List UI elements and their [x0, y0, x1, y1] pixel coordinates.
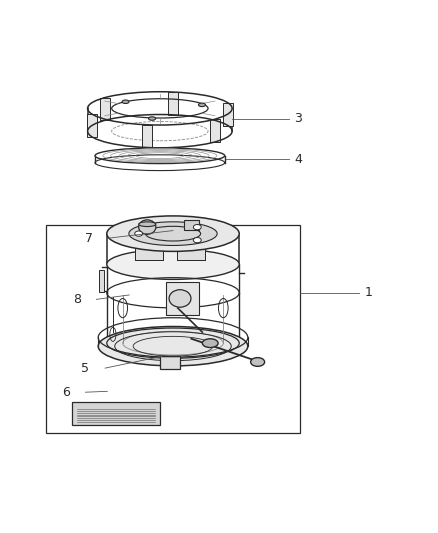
Ellipse shape	[129, 222, 217, 246]
Bar	[95, 156, 225, 163]
Bar	[87, 114, 96, 136]
Ellipse shape	[169, 290, 191, 307]
Text: 8: 8	[74, 293, 81, 306]
Bar	[168, 92, 178, 115]
Bar	[184, 220, 199, 230]
Text: 5: 5	[81, 361, 89, 375]
Bar	[160, 356, 180, 368]
Ellipse shape	[139, 220, 156, 235]
Bar	[135, 237, 163, 260]
Bar	[88, 108, 232, 131]
Bar	[177, 237, 205, 260]
Bar	[135, 236, 163, 260]
Bar	[223, 103, 233, 126]
Ellipse shape	[148, 117, 155, 120]
Text: 3: 3	[294, 112, 302, 125]
Ellipse shape	[88, 115, 232, 148]
Ellipse shape	[107, 216, 239, 252]
Ellipse shape	[98, 327, 248, 366]
Text: 1: 1	[364, 286, 372, 300]
Bar	[100, 98, 110, 120]
Ellipse shape	[88, 92, 232, 125]
Bar	[177, 236, 205, 260]
Text: 6: 6	[62, 386, 70, 399]
Text: 7: 7	[85, 231, 93, 245]
Ellipse shape	[251, 358, 265, 366]
Bar	[46, 225, 300, 433]
Bar	[166, 282, 199, 314]
Ellipse shape	[139, 222, 156, 227]
Ellipse shape	[202, 339, 218, 348]
Ellipse shape	[95, 148, 225, 164]
Bar	[210, 119, 219, 142]
Bar	[142, 125, 152, 148]
Ellipse shape	[135, 231, 143, 236]
Ellipse shape	[193, 224, 201, 230]
Ellipse shape	[122, 100, 129, 103]
Ellipse shape	[193, 238, 201, 243]
Ellipse shape	[198, 103, 205, 107]
Text: 4: 4	[294, 152, 302, 166]
Ellipse shape	[107, 249, 239, 279]
Bar	[99, 270, 104, 292]
Bar	[72, 402, 160, 425]
